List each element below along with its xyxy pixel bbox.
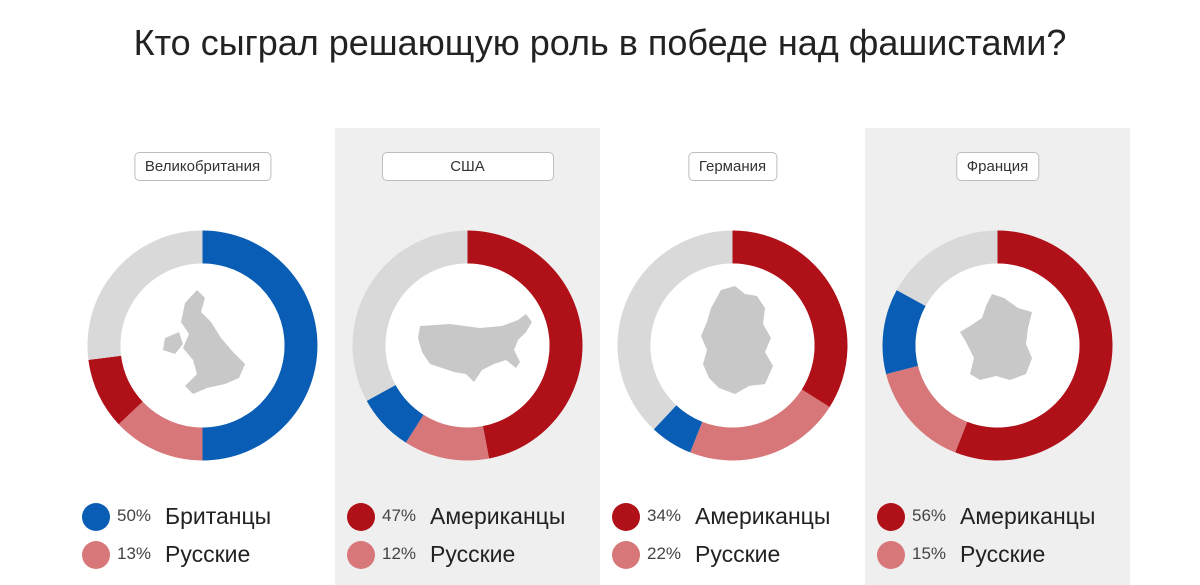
panel-uk: Великобритания 50% Британцы 13% Русские	[70, 128, 335, 585]
donut-slice	[88, 355, 143, 425]
legend-label: Русские	[165, 541, 251, 567]
legend-percent: 47%	[382, 506, 417, 525]
donut-slice	[732, 230, 848, 408]
country-label-germany: Германия	[687, 152, 778, 181]
legend-label: Русские	[695, 541, 781, 567]
donut-slice	[955, 230, 1113, 461]
donut-slice	[352, 230, 468, 401]
legend-dot	[347, 503, 375, 531]
legend-dot	[82, 541, 110, 569]
donut-slice	[87, 230, 203, 360]
panel-germany: Германия 34% Американцы 22% Русские	[600, 128, 865, 585]
legend-percent: 12%	[382, 544, 417, 563]
country-label-france: Франция	[955, 152, 1040, 181]
legend-label: Русские	[960, 541, 1046, 567]
legend-percent: 56%	[912, 506, 947, 525]
country-label-usa: США	[381, 152, 554, 181]
legend-dot	[347, 541, 375, 569]
france-map-icon	[960, 294, 1032, 380]
donut-slice	[405, 414, 490, 461]
legend-percent: 50%	[117, 506, 152, 525]
donut-chart-france	[882, 230, 1113, 461]
legend-label: Британцы	[165, 503, 272, 529]
chart-title: Кто сыграл решающую роль в победе над фа…	[133, 22, 1067, 63]
legend-label: Русские	[430, 541, 516, 567]
legend-percent: 22%	[647, 544, 682, 563]
donut-slice	[366, 385, 424, 443]
legend-dot	[612, 503, 640, 531]
panel-usa: США 47% Американцы 12% Русские	[335, 128, 600, 585]
donut-slice	[653, 405, 703, 453]
donut-chart-usa	[352, 230, 583, 461]
donut-slice	[617, 230, 733, 430]
donut-slice	[467, 230, 583, 459]
legend-percent: 34%	[647, 506, 682, 525]
germany-map-icon	[701, 286, 773, 394]
legend-dot	[877, 541, 905, 569]
donut-slice	[690, 389, 830, 461]
legend-percent: 15%	[912, 544, 947, 563]
donut-chart-uk	[87, 230, 318, 461]
legend-dot	[82, 503, 110, 531]
donut-chart-germany	[617, 230, 848, 461]
legend-percent: 13%	[117, 544, 152, 563]
legend-dot	[877, 503, 905, 531]
donut-slice	[882, 290, 926, 375]
usa-map-icon	[418, 314, 532, 382]
legend-dot	[612, 541, 640, 569]
legend-label: Американцы	[695, 503, 831, 529]
donut-slice	[896, 230, 998, 306]
uk-map-icon	[163, 290, 245, 394]
country-label-uk: Великобритания	[133, 152, 272, 181]
legend-label: Американцы	[430, 503, 566, 529]
panel-france: Франция 56% Американцы 15% Русские	[865, 128, 1130, 585]
donut-slice	[202, 230, 318, 461]
donut-slice	[118, 401, 203, 461]
donut-slice	[886, 365, 968, 453]
legend-label: Американцы	[960, 503, 1096, 529]
